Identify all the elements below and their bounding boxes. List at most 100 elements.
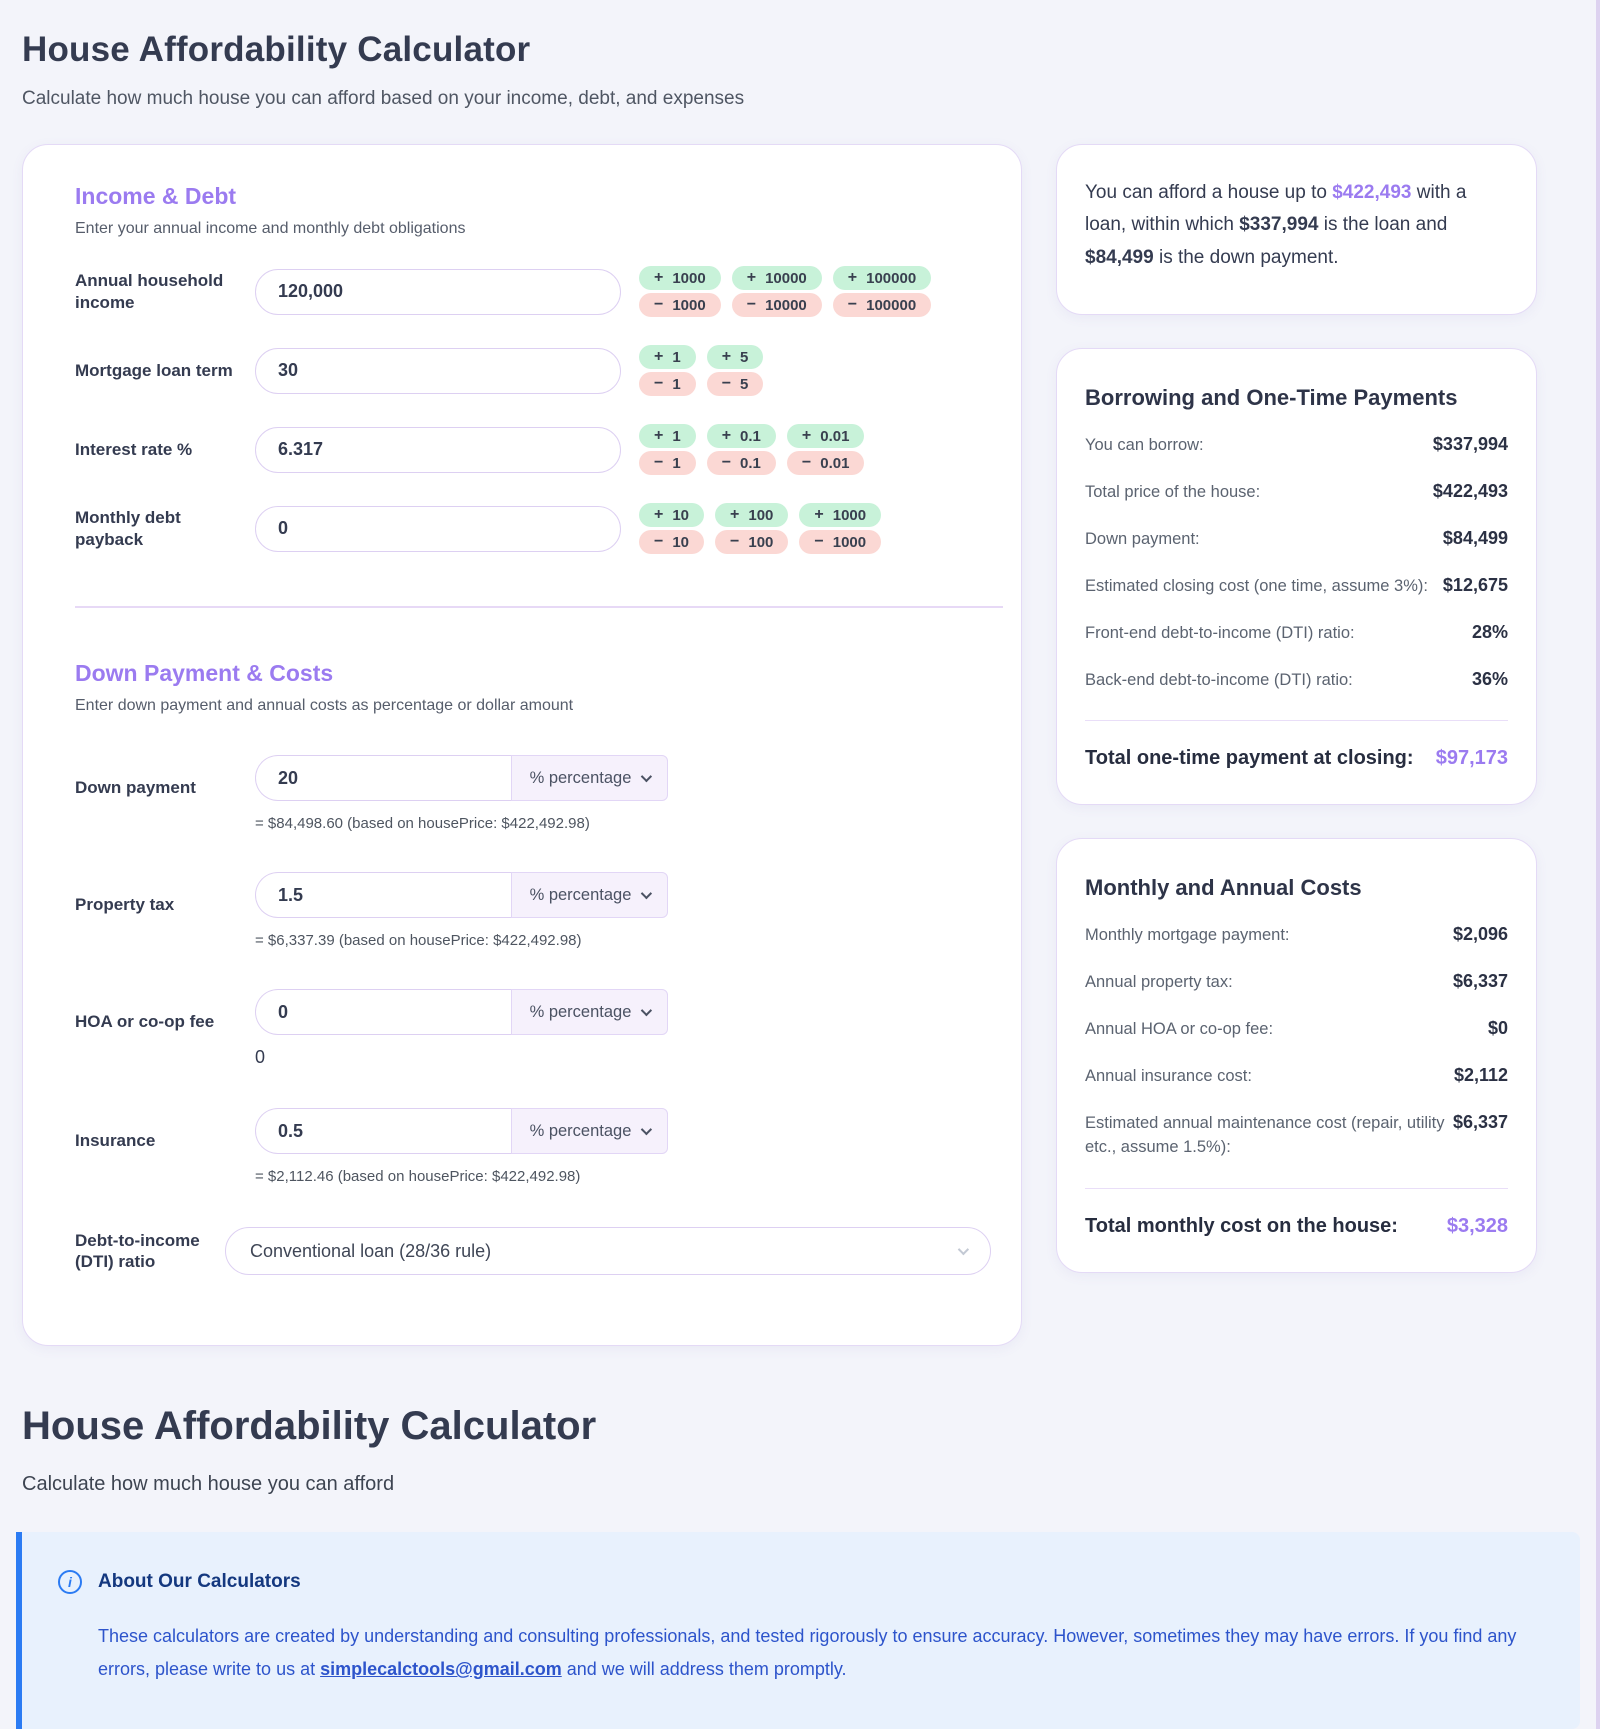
total-value: $3,328 xyxy=(1446,1214,1508,1237)
plus-icon: + xyxy=(654,348,664,365)
increment-1000-button[interactable]: +1000 xyxy=(799,503,882,527)
plus-icon: + xyxy=(721,427,732,444)
borrowing-card: Borrowing and One-Time Payments You can … xyxy=(1056,347,1537,806)
insurance-row: Insurance % percentage = $2,112.46 (base… xyxy=(75,1108,991,1185)
scrollbar-track[interactable] xyxy=(1596,0,1600,1729)
income-debt-heading: Income & Debt xyxy=(75,183,237,209)
decrement-100000-button[interactable]: −100000 xyxy=(832,293,932,317)
increment-0.01-button[interactable]: +0.01 xyxy=(786,424,865,448)
down-payment-input[interactable] xyxy=(255,755,511,801)
increment-0.1-button[interactable]: +0.1 xyxy=(706,424,776,448)
amount-group: % percentage xyxy=(255,1108,668,1154)
dti-ratio-select[interactable]: Conventional loan (28/36 rule) xyxy=(225,1227,991,1275)
chevron-down-icon xyxy=(641,887,653,900)
stepper-col: +100000 −100000 xyxy=(832,266,932,317)
interest-rate-input[interactable] xyxy=(255,426,621,473)
info-icon: i xyxy=(58,1570,82,1594)
stat-label: Back-end debt-to-income (DTI) ratio: xyxy=(1085,670,1353,689)
interest-rate-row: Interest rate % +1 −1 +0.1 −0.1 +0.01 −0… xyxy=(75,424,991,475)
stat-value: $337,994 xyxy=(1432,433,1508,454)
decrement-1-button[interactable]: −1 xyxy=(639,451,696,475)
summary-text: is the loan and xyxy=(1318,214,1448,236)
stepper-col: +5 −5 xyxy=(706,345,764,396)
increment-100000-button[interactable]: +100000 xyxy=(832,266,932,290)
increment-1000-button[interactable]: +1000 xyxy=(639,266,721,290)
summary-text: with a loan, within which xyxy=(1085,182,1467,236)
increment-100-button[interactable]: +100 xyxy=(715,503,789,527)
stat-value: $2,096 xyxy=(1452,924,1508,945)
dti-ratio-row: Debt-to-income (DTI) ratio Conventional … xyxy=(75,1227,991,1275)
stepper-amount: 0.1 xyxy=(740,454,761,472)
chevron-down-icon xyxy=(641,770,653,783)
stat-label: Estimated closing cost (one time, assume… xyxy=(1085,576,1428,595)
stat-row: You can borrow: $337,994 xyxy=(1085,434,1508,458)
stepper-amount: 100 xyxy=(748,533,774,551)
stepper-amount: 100000 xyxy=(866,296,917,314)
stat-label: Annual HOA or co-op fee: xyxy=(1085,1020,1274,1039)
stepper-amount: 0.01 xyxy=(820,427,850,445)
stepper-col: +100 −100 xyxy=(715,503,789,554)
stepper-amount: 0.1 xyxy=(740,427,761,445)
decrement-10000-button[interactable]: −10000 xyxy=(731,293,822,317)
decrement-0.01-button[interactable]: −0.01 xyxy=(786,451,865,475)
down-payment-row: Down payment % percentage = $84,498.60 (… xyxy=(75,755,991,832)
decrement-1000-button[interactable]: −1000 xyxy=(639,293,721,317)
annual-income-input[interactable] xyxy=(255,268,621,315)
contact-email-link[interactable]: simplecalctools@gmail.com xyxy=(320,1659,562,1680)
decrement-1-button[interactable]: −1 xyxy=(639,372,696,396)
decrement-10-button[interactable]: −10 xyxy=(639,530,705,554)
hoa-fee-controls: % percentage 0 xyxy=(255,989,668,1068)
interest-rate-steppers: +1 −1 +0.1 −0.1 +0.01 −0.01 xyxy=(639,424,865,475)
loan-term-steppers: +1 −1 +5 −5 xyxy=(639,345,764,396)
increment-5-button[interactable]: +5 xyxy=(706,345,764,369)
summary-text: You can afford a house up to xyxy=(1085,182,1333,203)
insurance-input[interactable] xyxy=(255,1108,511,1154)
annual-income-label: Annual household income xyxy=(75,271,224,312)
stat-label: Total price of the house: xyxy=(1085,482,1261,501)
stepper-col: +1 −1 xyxy=(639,345,696,396)
unit-select-value: % percentage xyxy=(529,1121,632,1140)
stat-label: Estimated annual maintenance cost (repai… xyxy=(1085,1114,1445,1157)
down-payment-unit-select[interactable]: % percentage xyxy=(511,755,668,801)
loan-term-input[interactable] xyxy=(255,347,621,394)
loan-amount-highlight: $337,994 xyxy=(1239,214,1319,236)
plus-icon: + xyxy=(746,269,757,286)
stat-row: Front-end debt-to-income (DTI) ratio: 28… xyxy=(1085,622,1508,646)
hoa-fee-hint: 0 xyxy=(255,1047,266,1067)
monthly-debt-input[interactable] xyxy=(255,505,621,552)
results-column: You can afford a house up to $422,493 wi… xyxy=(1056,144,1537,1273)
property-tax-input[interactable] xyxy=(255,872,511,918)
insurance-label: Insurance xyxy=(75,1131,156,1150)
increment-10-button[interactable]: +10 xyxy=(639,503,705,527)
annual-income-row: Annual household income +1000 −1000 +100… xyxy=(75,266,991,317)
stat-label: You can borrow: xyxy=(1085,435,1204,454)
stat-label: Front-end debt-to-income (DTI) ratio: xyxy=(1085,623,1355,642)
decrement-0.1-button[interactable]: −0.1 xyxy=(706,451,776,475)
stat-value: $422,493 xyxy=(1432,480,1508,501)
stat-value: 28% xyxy=(1471,621,1508,642)
property-tax-unit-select[interactable]: % percentage xyxy=(511,872,668,918)
plus-icon: + xyxy=(721,348,732,365)
stat-label: Down payment: xyxy=(1085,529,1200,548)
decrement-100-button[interactable]: −100 xyxy=(715,530,789,554)
stat-value: $6,337 xyxy=(1452,1112,1508,1133)
minus-icon: − xyxy=(730,533,740,550)
increment-1-button[interactable]: +1 xyxy=(639,345,696,369)
total-label: Total one-time payment at closing: xyxy=(1085,747,1414,770)
plus-icon: + xyxy=(814,506,824,523)
hoa-fee-unit-select[interactable]: % percentage xyxy=(511,989,668,1035)
hoa-fee-input[interactable] xyxy=(255,989,511,1035)
increment-10000-button[interactable]: +10000 xyxy=(731,266,822,290)
loan-term-label: Mortgage loan term xyxy=(75,360,233,380)
stepper-col: +0.1 −0.1 xyxy=(706,424,776,475)
property-tax-label: Property tax xyxy=(75,895,175,914)
down-payment-subheading: Enter down payment and annual costs as p… xyxy=(75,697,574,714)
decrement-1000-button[interactable]: −1000 xyxy=(799,530,882,554)
borrowing-card-title: Borrowing and One-Time Payments xyxy=(1085,384,1458,410)
increment-1-button[interactable]: +1 xyxy=(639,424,696,448)
decrement-5-button[interactable]: −5 xyxy=(706,372,764,396)
insurance-unit-select[interactable]: % percentage xyxy=(511,1108,668,1154)
calculator-inputs-card: Income & Debt Enter your annual income a… xyxy=(22,144,1022,1346)
unit-select-value: % percentage xyxy=(529,768,632,787)
